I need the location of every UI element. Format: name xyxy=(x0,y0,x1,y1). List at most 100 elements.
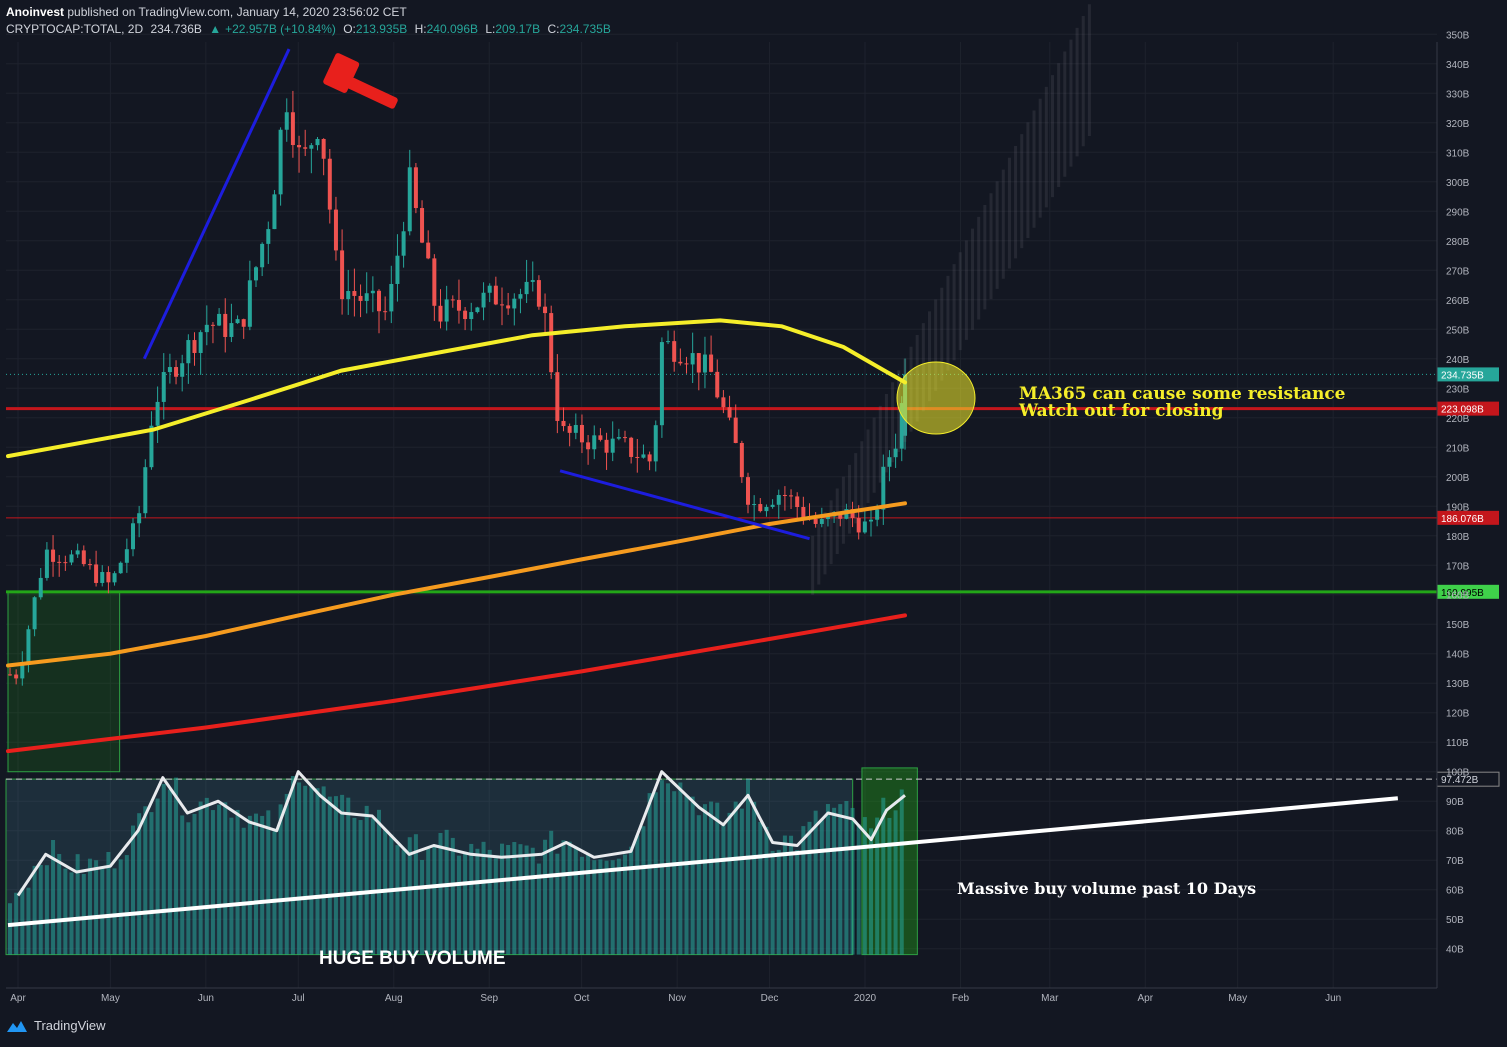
annotation-closing: Watch out for closing xyxy=(1018,401,1224,421)
volume-bar xyxy=(807,821,812,955)
volume-bar xyxy=(819,819,824,955)
tradingview-logo-icon xyxy=(7,1020,27,1032)
annotation-massive-volume: Massive buy volume past 10 Days xyxy=(957,879,1256,898)
volume-bar xyxy=(401,849,406,955)
volume-bar xyxy=(106,851,111,955)
volume-bar xyxy=(346,797,351,955)
candle-body xyxy=(149,425,154,468)
x-tick-label: Jul xyxy=(292,993,305,1004)
candle-body xyxy=(235,319,240,324)
volume-bar xyxy=(254,813,258,955)
candle-body xyxy=(192,340,197,353)
open-value: 213.935B xyxy=(355,22,408,36)
candle-body xyxy=(715,371,720,398)
x-tick-label: Jun xyxy=(198,993,214,1004)
symbol-line: CRYPTOCAP:TOTAL, 2D 234.736B ▲ +22.957B (… xyxy=(6,21,615,38)
y-tick-label: 50B xyxy=(1446,915,1464,926)
chart-header: Anoinvest published on TradingView.com, … xyxy=(6,4,615,38)
volume-bar xyxy=(309,786,314,955)
y-tick-label: 130B xyxy=(1446,679,1470,690)
candle-body xyxy=(610,438,615,453)
candle-body xyxy=(623,437,627,439)
y-tick-label: 60B xyxy=(1446,886,1464,897)
candle-body xyxy=(327,158,332,210)
candle-body xyxy=(641,454,646,458)
volume-bar xyxy=(586,853,591,955)
volume-bar xyxy=(684,796,689,955)
candle-body xyxy=(377,290,381,312)
volume-bar xyxy=(555,853,560,955)
candle-body xyxy=(543,306,548,314)
candle-body xyxy=(469,312,474,320)
candle-body xyxy=(217,313,222,326)
volume-bar xyxy=(893,810,898,955)
brand-name[interactable]: TradingView xyxy=(34,1018,106,1033)
candle-body xyxy=(672,341,677,362)
x-tick-label: Sep xyxy=(480,993,498,1004)
volume-bar xyxy=(610,860,615,955)
candle-body xyxy=(463,310,468,320)
volume-bar xyxy=(75,854,80,955)
volume-bar xyxy=(598,859,603,955)
volume-bar xyxy=(272,831,277,955)
volume-bar xyxy=(340,794,345,955)
y-tick-label: 200B xyxy=(1446,473,1470,484)
candle-body xyxy=(789,495,794,497)
volume-bar xyxy=(758,821,763,955)
volume-bar xyxy=(709,801,714,955)
y-tick-label: 250B xyxy=(1446,325,1470,336)
volume-bar xyxy=(413,834,418,955)
candle-body xyxy=(87,564,92,566)
candle-body xyxy=(795,496,800,508)
candle-body xyxy=(825,516,830,520)
candle-body xyxy=(752,504,757,506)
candle-body xyxy=(51,549,56,562)
y-tick-label: 70B xyxy=(1446,856,1464,867)
candle-body xyxy=(586,442,591,450)
volume-bar xyxy=(721,823,726,955)
candle-body xyxy=(266,229,271,244)
candle-body xyxy=(500,304,504,306)
volume-bar xyxy=(752,801,757,955)
candle-body xyxy=(290,112,295,146)
x-tick-label: Apr xyxy=(10,993,26,1004)
volume-bar xyxy=(352,817,357,955)
y-tick-label: 300B xyxy=(1446,178,1470,189)
candle-body xyxy=(579,424,584,443)
candle-body xyxy=(186,340,191,364)
candle-body xyxy=(20,662,25,679)
candle-body xyxy=(106,572,111,583)
volume-bar xyxy=(727,812,732,955)
author-name[interactable]: Anoinvest xyxy=(6,5,65,19)
candle-body xyxy=(733,417,738,443)
candle-body xyxy=(487,285,492,293)
level-price-label: 223.098B xyxy=(1441,405,1484,416)
candle-body xyxy=(38,577,43,598)
volume-bar xyxy=(764,826,769,955)
volume-bar xyxy=(364,805,369,955)
candle-body xyxy=(407,167,412,232)
candle-body xyxy=(395,255,400,284)
volume-bar xyxy=(51,839,56,955)
candle-body xyxy=(315,138,320,146)
volume-bar xyxy=(131,825,135,955)
y-tick-label: 110B xyxy=(1446,738,1469,749)
volume-bar xyxy=(26,887,31,955)
volume-bar xyxy=(217,804,222,955)
symbol-name[interactable]: CRYPTOCAP:TOTAL, 2D xyxy=(6,22,144,36)
volume-bar xyxy=(180,815,185,955)
volume-bar xyxy=(746,778,750,955)
candle-body xyxy=(198,332,203,353)
candle-body xyxy=(869,519,873,522)
candle-body xyxy=(721,397,726,408)
volume-bar xyxy=(100,866,105,955)
volume-bar xyxy=(192,813,197,955)
volume-bar xyxy=(186,822,191,955)
candle-body xyxy=(432,258,437,306)
volume-bar xyxy=(481,841,486,955)
candle-body xyxy=(813,518,818,524)
candle-body xyxy=(204,324,209,333)
ma365-line xyxy=(6,318,907,459)
